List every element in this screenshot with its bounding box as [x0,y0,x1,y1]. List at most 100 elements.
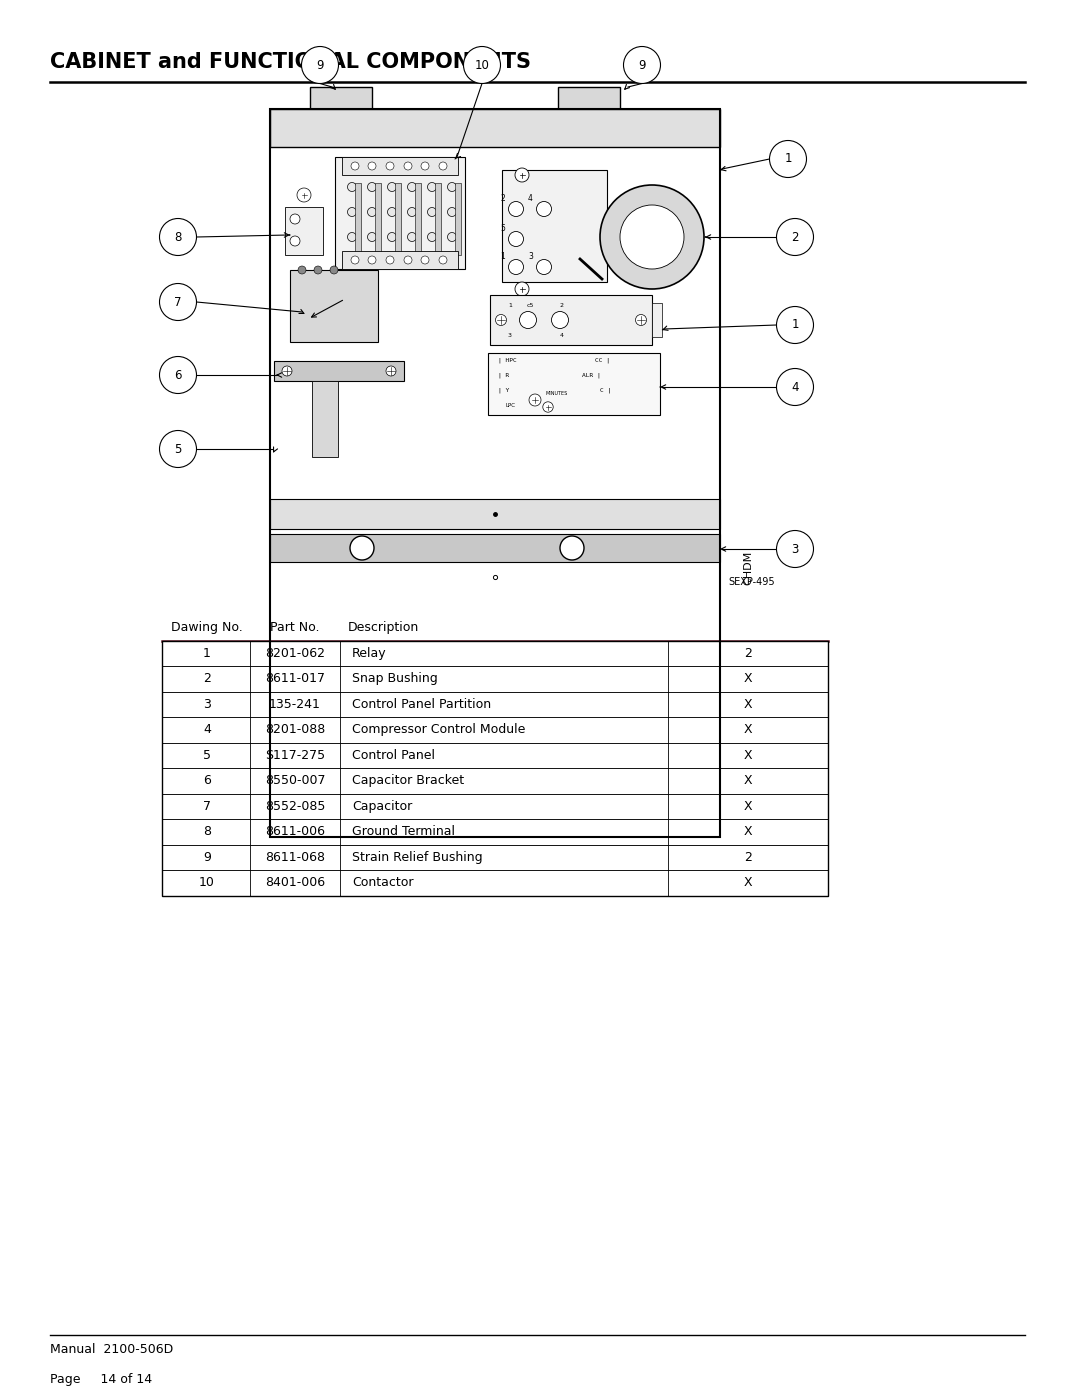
Circle shape [421,256,429,264]
Bar [162,692,828,717]
Text: 1: 1 [203,647,211,659]
Text: 9: 9 [638,59,646,71]
Text: 4: 4 [203,724,211,736]
Text: 5: 5 [203,749,211,761]
Text: 7: 7 [203,799,211,813]
Circle shape [407,232,417,242]
Bar [652,303,662,337]
Bar [162,768,828,793]
Circle shape [529,394,541,407]
Text: Control Panel Partition: Control Panel Partition [352,697,491,711]
Text: c5: c5 [526,303,534,307]
Circle shape [777,531,813,567]
Text: Snap Bushing: Snap Bushing [352,672,437,686]
Text: 6: 6 [203,774,211,788]
Text: X: X [744,672,753,686]
Text: | Y: | Y [498,387,510,393]
Circle shape [324,659,400,735]
Circle shape [160,356,197,394]
Text: Description: Description [348,622,419,634]
Circle shape [777,218,813,256]
Bar [274,360,404,381]
Circle shape [160,218,197,256]
Bar [291,270,378,342]
Text: LPC: LPC [505,402,515,408]
Circle shape [301,46,338,84]
Circle shape [348,183,356,191]
Text: 7: 7 [174,296,181,309]
Circle shape [348,232,356,242]
Text: 3: 3 [528,251,534,261]
Text: X: X [744,724,753,736]
Bar [270,109,720,837]
Circle shape [160,284,197,320]
Bar [162,870,828,895]
Text: 10: 10 [199,876,215,890]
Circle shape [447,232,457,242]
Circle shape [509,232,524,246]
Circle shape [330,265,338,274]
Circle shape [291,214,300,224]
Circle shape [407,183,417,191]
Text: 4: 4 [792,380,799,394]
Text: 8552-085: 8552-085 [265,799,325,813]
Bar [162,742,828,768]
Circle shape [509,201,524,217]
Text: 2: 2 [561,303,564,307]
Circle shape [543,402,553,412]
Circle shape [404,162,411,170]
Bar [270,534,720,562]
Bar [490,295,652,345]
Text: Manual  2100-506D: Manual 2100-506D [50,1343,173,1356]
Circle shape [463,46,500,84]
Bar [270,499,720,529]
Text: 3: 3 [203,697,211,711]
Text: 2: 2 [203,672,211,686]
Circle shape [291,236,300,246]
Bar [310,87,372,109]
Text: | HPC: | HPC [498,358,516,363]
Circle shape [388,232,396,242]
Circle shape [428,208,436,217]
Text: 1: 1 [792,319,799,331]
Text: Part No.: Part No. [270,622,320,634]
Circle shape [368,256,376,264]
Circle shape [537,260,552,274]
Text: 135-241: 135-241 [269,697,321,711]
Text: S117-275: S117-275 [265,749,325,761]
Circle shape [509,260,524,274]
Text: CHDM: CHDM [743,550,753,585]
Circle shape [635,314,647,326]
Circle shape [388,183,396,191]
Bar [335,156,465,270]
Bar [395,183,401,256]
Text: CC |: CC | [595,358,610,363]
Text: 8611-068: 8611-068 [265,851,325,863]
Text: 8201-062: 8201-062 [265,647,325,659]
Circle shape [407,208,417,217]
Bar [488,353,660,415]
Text: 8550-007: 8550-007 [265,774,325,788]
Circle shape [447,208,457,217]
Text: 2: 2 [792,231,799,243]
Bar [435,183,441,256]
Bar [558,87,620,109]
Text: Dawing No.: Dawing No. [171,622,243,634]
Circle shape [447,183,457,191]
Circle shape [367,232,377,242]
Text: 8401-006: 8401-006 [265,876,325,890]
Bar [355,183,361,256]
Circle shape [623,46,661,84]
Text: Compressor Control Module: Compressor Control Module [352,724,525,736]
Text: CABINET and FUNCTIONAL COMPONENTS: CABINET and FUNCTIONAL COMPONENTS [50,52,531,73]
Text: 5: 5 [174,443,181,455]
Text: 2: 2 [500,194,505,203]
Bar [162,819,828,845]
Circle shape [388,208,396,217]
Circle shape [537,201,552,217]
Text: 6: 6 [174,369,181,381]
Text: Ground Terminal: Ground Terminal [352,826,455,838]
Circle shape [348,208,356,217]
Circle shape [534,659,610,735]
Circle shape [561,536,584,560]
